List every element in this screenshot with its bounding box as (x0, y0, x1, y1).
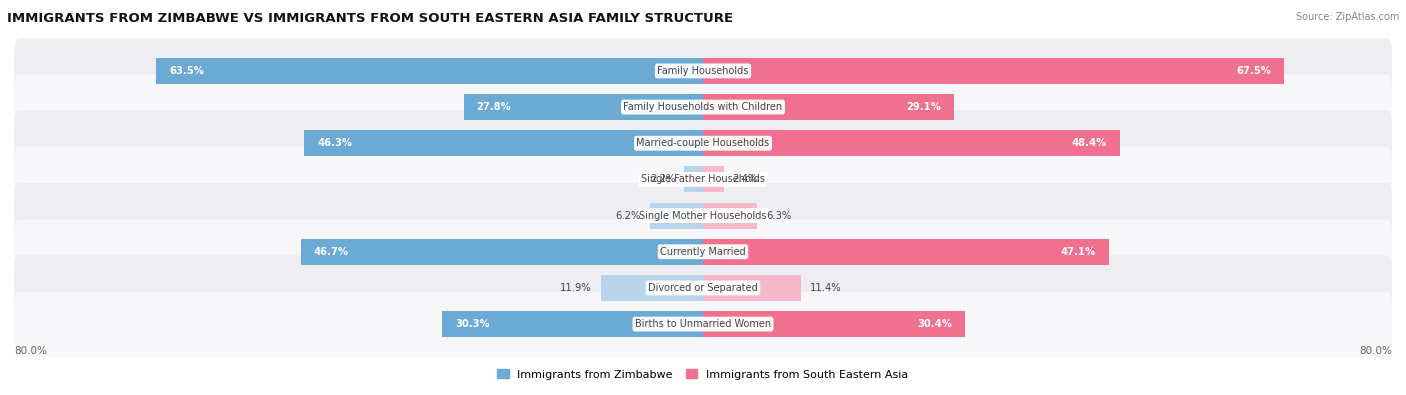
Bar (685, 166, 703, 192)
Bar (301, 239, 703, 265)
Bar (703, 239, 1108, 265)
Text: 47.1%: 47.1% (1060, 247, 1095, 257)
FancyBboxPatch shape (14, 183, 1392, 248)
FancyBboxPatch shape (14, 75, 1392, 139)
Bar (650, 203, 703, 229)
Text: 80.0%: 80.0% (14, 346, 46, 356)
Text: 80.0%: 80.0% (1360, 346, 1392, 356)
Text: IMMIGRANTS FROM ZIMBABWE VS IMMIGRANTS FROM SOUTH EASTERN ASIA FAMILY STRUCTURE: IMMIGRANTS FROM ZIMBABWE VS IMMIGRANTS F… (7, 12, 733, 25)
Text: Births to Unmarried Women: Births to Unmarried Women (636, 319, 770, 329)
Bar (703, 275, 801, 301)
Text: 27.8%: 27.8% (477, 102, 512, 112)
Text: 67.5%: 67.5% (1236, 66, 1271, 76)
Legend: Immigrants from Zimbabwe, Immigrants from South Eastern Asia: Immigrants from Zimbabwe, Immigrants fro… (494, 365, 912, 384)
Text: 6.2%: 6.2% (616, 211, 641, 220)
Bar (703, 130, 1119, 156)
Bar (703, 94, 953, 120)
Text: 48.4%: 48.4% (1071, 138, 1107, 148)
FancyBboxPatch shape (14, 111, 1392, 176)
Bar (304, 130, 703, 156)
Text: Single Mother Households: Single Mother Households (640, 211, 766, 220)
FancyBboxPatch shape (14, 292, 1392, 357)
Text: Source: ZipAtlas.com: Source: ZipAtlas.com (1295, 12, 1399, 22)
Text: 46.3%: 46.3% (318, 138, 352, 148)
Text: 46.7%: 46.7% (314, 247, 349, 257)
Text: 2.4%: 2.4% (733, 175, 758, 184)
Bar (703, 166, 724, 192)
Text: Single Father Households: Single Father Households (641, 175, 765, 184)
FancyBboxPatch shape (14, 256, 1392, 320)
Bar (703, 58, 1284, 84)
Text: Family Households with Children: Family Households with Children (623, 102, 783, 112)
Text: 6.3%: 6.3% (766, 211, 792, 220)
Text: 11.9%: 11.9% (560, 283, 592, 293)
Text: Divorced or Separated: Divorced or Separated (648, 283, 758, 293)
Text: Married-couple Households: Married-couple Households (637, 138, 769, 148)
Text: Currently Married: Currently Married (661, 247, 745, 257)
FancyBboxPatch shape (14, 147, 1392, 212)
Text: Family Households: Family Households (658, 66, 748, 76)
Text: 30.4%: 30.4% (917, 319, 952, 329)
Text: 29.1%: 29.1% (905, 102, 941, 112)
FancyBboxPatch shape (14, 219, 1392, 284)
Text: 30.3%: 30.3% (456, 319, 489, 329)
Bar (464, 94, 703, 120)
Text: 2.2%: 2.2% (650, 175, 675, 184)
Bar (703, 203, 758, 229)
Bar (703, 311, 965, 337)
Bar (600, 275, 703, 301)
FancyBboxPatch shape (14, 38, 1392, 103)
Text: 63.5%: 63.5% (169, 66, 204, 76)
Bar (441, 311, 703, 337)
Text: 11.4%: 11.4% (810, 283, 841, 293)
Bar (156, 58, 703, 84)
